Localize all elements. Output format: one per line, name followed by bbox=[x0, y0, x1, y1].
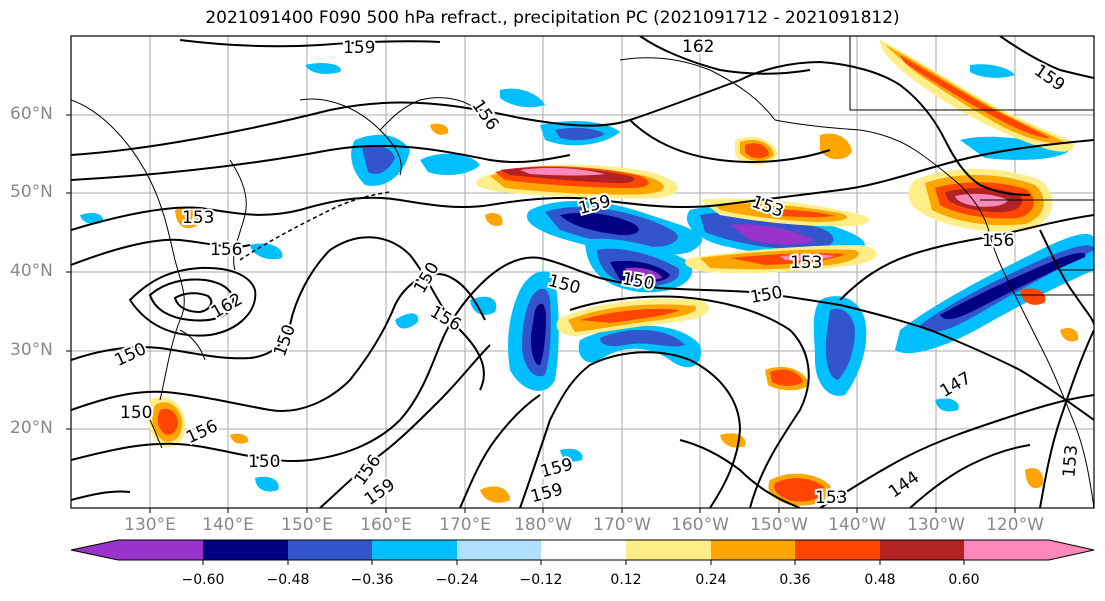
colorbar-swatch bbox=[964, 540, 1049, 560]
lon-label: 180°W bbox=[514, 515, 572, 535]
colorbar-tick-label: 0.24 bbox=[695, 572, 727, 588]
colorbar-outline bbox=[70, 539, 1095, 561]
contours bbox=[71, 36, 1094, 508]
colorbar-tick-label: −0.60 bbox=[181, 572, 225, 588]
lon-label: 160°W bbox=[671, 515, 729, 535]
colorbar-swatch bbox=[203, 540, 288, 560]
colorbar-tick-label: 0.48 bbox=[864, 572, 896, 588]
dashed-contour bbox=[239, 191, 391, 261]
colorbar-swatch bbox=[626, 540, 711, 560]
map-content bbox=[71, 36, 1094, 508]
colorbar-swatch bbox=[711, 540, 795, 560]
contour-label: 159 bbox=[343, 38, 375, 58]
coastlines bbox=[71, 36, 1094, 508]
shading-positive bbox=[147, 40, 1079, 506]
contour-label: 153 bbox=[815, 488, 847, 508]
lat-label-50n: 50°N bbox=[10, 182, 53, 202]
colorbar-swatch bbox=[288, 540, 372, 560]
colorbar-swatch bbox=[457, 540, 541, 560]
contour-label: 153 bbox=[182, 208, 214, 228]
contour-label: 150 bbox=[248, 452, 280, 472]
contour-label: 153 bbox=[790, 253, 822, 273]
lon-label: 140°E bbox=[202, 515, 254, 535]
contour-label: 162 bbox=[682, 37, 714, 57]
lat-label-60n: 60°N bbox=[10, 104, 53, 124]
colorbar-tick-label: −0.12 bbox=[519, 572, 563, 588]
contour-label: 156 bbox=[982, 231, 1014, 251]
lon-label: 120°W bbox=[986, 515, 1044, 535]
colorbar-tick-label: 0.12 bbox=[610, 572, 642, 588]
lon-label: 140°W bbox=[828, 515, 886, 535]
lat-label-20n: 20°N bbox=[10, 418, 53, 438]
map-title: 2021091400 F090 500 hPa refract., precip… bbox=[205, 8, 900, 28]
colorbar-swatch bbox=[71, 540, 118, 560]
lon-label: 150°E bbox=[281, 515, 333, 535]
lon-label: 170°E bbox=[439, 515, 491, 535]
shading-negative bbox=[80, 62, 1094, 492]
lon-label: 130°E bbox=[124, 515, 176, 535]
colorbar-swatch bbox=[118, 540, 203, 560]
lon-label: 130°W bbox=[907, 515, 965, 535]
colorbar-tick-label: 0.36 bbox=[779, 572, 811, 588]
colorbar-tick-label: −0.48 bbox=[266, 572, 310, 588]
lat-label-40n: 40°N bbox=[10, 261, 53, 281]
colorbar-swatch bbox=[880, 540, 964, 560]
contour-label: 150 bbox=[120, 403, 152, 423]
contour-label: 153 bbox=[1059, 444, 1082, 478]
colorbar-swatch bbox=[795, 540, 880, 560]
colorbar bbox=[70, 539, 1095, 565]
lon-label: 160°E bbox=[360, 515, 412, 535]
lat-label-30n: 30°N bbox=[10, 340, 53, 360]
colorbar-tick-label: 0.60 bbox=[948, 572, 980, 588]
lon-label: 170°W bbox=[593, 515, 651, 535]
tick-marks bbox=[66, 114, 1016, 513]
colorbar-swatch bbox=[372, 540, 457, 560]
lon-label: 150°W bbox=[750, 515, 808, 535]
gridlines bbox=[71, 36, 1094, 508]
colorbar-tick-label: −0.24 bbox=[435, 572, 479, 588]
contour-label: 156 bbox=[210, 240, 242, 260]
colorbar-tick-label: −0.36 bbox=[350, 572, 394, 588]
colorbar-swatch bbox=[1049, 540, 1094, 560]
colorbar-swatch bbox=[541, 540, 626, 560]
